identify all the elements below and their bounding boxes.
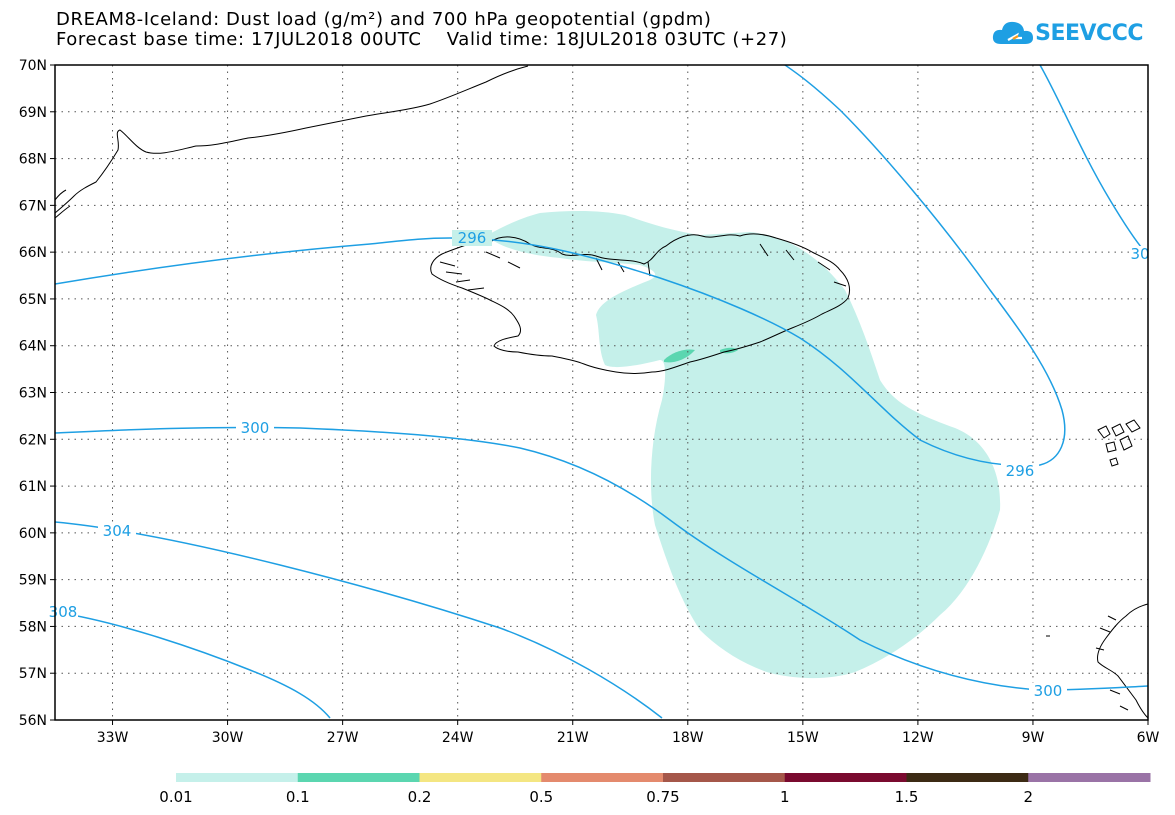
longitude-label: 15W bbox=[787, 730, 819, 746]
colorbar-label: 1 bbox=[780, 788, 790, 806]
colorbar-swatch bbox=[1028, 773, 1151, 782]
contour-label: 308 bbox=[49, 603, 78, 621]
latitude-label: 56N bbox=[19, 713, 47, 729]
longitude-label: 12W bbox=[902, 730, 934, 746]
dust-area-medium bbox=[664, 349, 695, 363]
colorbar-swatch bbox=[297, 773, 420, 782]
colorbar-swatch bbox=[419, 773, 542, 782]
contour-304 bbox=[55, 521, 663, 719]
contour-296-east bbox=[1039, 65, 1148, 256]
colorbar-label: 1.5 bbox=[895, 788, 919, 806]
dust-load-layer bbox=[486, 210, 1001, 679]
latitude-label: 63N bbox=[19, 386, 47, 402]
colorbar: 0.01 0.1 0.2 0.5 0.75 1 1.5 2 bbox=[159, 773, 1151, 806]
latitude-label: 70N bbox=[19, 58, 47, 74]
logo-text: SEEVCCC bbox=[1035, 20, 1143, 46]
latitude-label: 66N bbox=[19, 245, 47, 261]
latitude-label: 59N bbox=[19, 573, 47, 589]
latitude-label: 64N bbox=[19, 339, 47, 355]
geopotential-contours bbox=[55, 65, 1148, 719]
longitude-label: 9W bbox=[1022, 730, 1045, 746]
colorbar-label: 0.2 bbox=[408, 788, 432, 806]
longitude-label: 21W bbox=[557, 730, 589, 746]
latitude-labels: 56N 57N 58N 59N 60N 61N 62N 63N 64N 65N 66N 67N 68N 6… bbox=[19, 58, 55, 729]
latitude-label: 65N bbox=[19, 292, 47, 308]
contour-labels: 296 300 304 308 296 300 30 bbox=[49, 229, 1150, 700]
contour-label: 296 bbox=[458, 229, 487, 247]
longitude-label: 33W bbox=[97, 730, 129, 746]
longitude-label: 24W bbox=[442, 730, 474, 746]
scotland-coast bbox=[1095, 603, 1148, 719]
longitude-label: 18W bbox=[672, 730, 704, 746]
longitude-label: 30W bbox=[212, 730, 244, 746]
latitude-label: 61N bbox=[19, 479, 47, 495]
cloud-icon bbox=[993, 21, 1034, 44]
contour-label: 304 bbox=[103, 522, 132, 540]
colorbar-label: 0.01 bbox=[159, 788, 192, 806]
faroe-islands bbox=[1097, 419, 1141, 467]
longitude-label: 27W bbox=[327, 730, 359, 746]
latitude-label: 68N bbox=[19, 152, 47, 168]
latitude-label: 60N bbox=[19, 526, 47, 542]
iceland-coast bbox=[430, 233, 851, 374]
longitude-label: 6W bbox=[1137, 730, 1160, 746]
graticule bbox=[55, 65, 1148, 720]
contour-296-west bbox=[55, 65, 1066, 467]
colorbar-swatch bbox=[663, 773, 786, 782]
contour-label: 300 bbox=[241, 419, 270, 437]
greenland-coast bbox=[55, 189, 71, 219]
contour-label: 30 bbox=[1130, 245, 1149, 263]
colorbar-swatch bbox=[906, 773, 1029, 782]
contour-label: 296 bbox=[1006, 462, 1035, 480]
latitude-label: 57N bbox=[19, 666, 47, 682]
contour-label: 300 bbox=[1034, 682, 1063, 700]
seevccc-logo: SEEVCCC bbox=[991, 18, 1143, 48]
contour-308 bbox=[55, 611, 331, 719]
dust-area-low bbox=[486, 210, 1001, 679]
latitude-label: 62N bbox=[19, 432, 47, 448]
colorbar-swatch bbox=[541, 773, 664, 782]
colorbar-swatch bbox=[176, 773, 299, 782]
colorbar-label: 0.75 bbox=[646, 788, 679, 806]
longitude-labels: 33W 30W 27W 24W 21W 18W 15W 12W 9W 6W bbox=[97, 720, 1160, 746]
coastlines bbox=[55, 65, 1148, 719]
colorbar-label: 2 bbox=[1023, 788, 1033, 806]
forecast-times: Forecast base time: 17JUL2018 00UTC Vali… bbox=[56, 29, 788, 50]
colorbar-swatch bbox=[784, 773, 907, 782]
iceland-fjords bbox=[439, 243, 847, 291]
map-title: DREAM8-Iceland: Dust load (g/m²) and 700… bbox=[56, 9, 712, 30]
colorbar-label: 0.1 bbox=[286, 788, 310, 806]
colorbar-label: 0.5 bbox=[529, 788, 553, 806]
greenland-coast bbox=[55, 65, 529, 214]
latitude-label: 67N bbox=[19, 198, 47, 214]
latitude-label: 58N bbox=[19, 619, 47, 635]
contour-300-mid bbox=[55, 426, 1148, 691]
latitude-label: 69N bbox=[19, 105, 47, 121]
